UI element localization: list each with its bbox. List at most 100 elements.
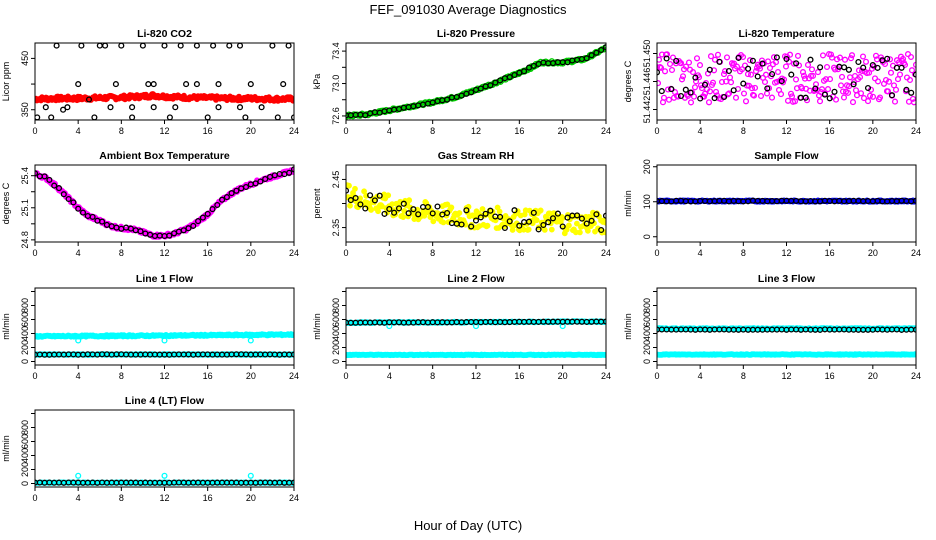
data-point: [46, 176, 53, 183]
data-point: [588, 52, 595, 59]
data-point: [663, 55, 670, 62]
data-point: [657, 80, 662, 87]
data-point: [773, 54, 780, 61]
data-point: [869, 93, 877, 100]
x-tick-label: 0: [32, 371, 37, 381]
data-point: [777, 91, 785, 98]
chart-panel-9: Line 3 Flow ml/min 0 4 8 12 16 20 24 0 20040060080…: [623, 273, 921, 381]
data-point: [716, 58, 723, 65]
data-point: [252, 180, 259, 187]
x-tick-label: 0: [654, 371, 659, 381]
data-point: [42, 104, 49, 111]
data-point: [48, 114, 55, 120]
data-point: [96, 43, 103, 49]
data-point: [826, 76, 834, 83]
data-point: [712, 88, 720, 95]
x-tick-label: 20: [246, 371, 256, 381]
data-point: [821, 91, 828, 98]
data-point: [400, 214, 407, 221]
data-point: [487, 207, 494, 214]
data-point: [236, 43, 244, 49]
data-points: [35, 166, 294, 240]
x-tick-label: 20: [868, 248, 878, 258]
data-point: [280, 81, 287, 88]
y-axis-label: ml/min: [623, 190, 633, 217]
panel-title: Gas Stream RH: [438, 150, 514, 162]
data-point: [779, 79, 787, 86]
y-tick-label: 0: [642, 234, 652, 239]
data-point: [807, 72, 815, 79]
data-points: [346, 44, 606, 120]
data-point: [506, 74, 513, 81]
data-point: [697, 95, 704, 102]
data-point: [204, 114, 211, 120]
x-tick-label: 16: [514, 126, 524, 136]
data-point: [814, 69, 822, 76]
data-point: [444, 96, 451, 103]
data-point: [195, 218, 202, 225]
x-tick-label: 0: [654, 248, 659, 258]
y-axis-label: ml/min: [1, 435, 11, 462]
data-point: [35, 170, 39, 177]
x-tick-label: 0: [654, 126, 659, 136]
data-point: [864, 84, 872, 92]
data-point: [726, 74, 734, 81]
y-tick-label: 800: [642, 298, 652, 313]
x-tick-label: 12: [159, 126, 169, 136]
data-point: [657, 69, 661, 76]
x-tick-label: 4: [76, 371, 81, 381]
data-point: [559, 223, 566, 230]
x-tick-label: 24: [289, 371, 299, 381]
chart-panel-5: Gas Stream RH percent 0 4 8 12 16 20 24 2.35 2.45: [312, 150, 611, 258]
data-point: [891, 98, 899, 105]
data-point: [172, 104, 179, 111]
data-point: [65, 195, 72, 203]
data-point: [456, 210, 463, 216]
data-point: [530, 62, 537, 69]
data-point: [258, 104, 265, 111]
data-point: [838, 73, 846, 80]
data-point: [836, 54, 844, 61]
data-point: [214, 201, 221, 209]
data-point: [215, 81, 222, 88]
y-tick-label: 100: [642, 194, 652, 209]
data-point: [677, 60, 685, 67]
data-point: [223, 194, 230, 201]
data-point: [554, 210, 561, 217]
data-point: [871, 75, 879, 82]
data-point: [347, 202, 353, 209]
x-tick-label: 4: [698, 126, 703, 136]
data-point: [778, 78, 785, 85]
data-point: [852, 87, 860, 94]
x-tick-label: 12: [471, 126, 481, 136]
data-point: [845, 66, 852, 73]
data-point: [901, 61, 909, 68]
y-tick-label: 600: [642, 312, 652, 327]
data-point: [139, 43, 146, 49]
y-tick-label: 51.450: [642, 40, 652, 68]
data-point: [566, 222, 572, 229]
panel-title: Li-820 Temperature: [738, 28, 834, 40]
data-point: [664, 86, 672, 93]
data-point: [574, 212, 581, 219]
data-point: [85, 96, 93, 103]
y-axis-label: ml/min: [312, 313, 322, 340]
data-point: [215, 104, 222, 111]
data-point: [368, 207, 375, 213]
data-point: [730, 87, 737, 94]
x-tick-label: 20: [246, 493, 256, 503]
data-point: [707, 53, 715, 60]
data-point: [723, 54, 731, 61]
data-point: [487, 82, 494, 89]
data-point: [541, 227, 548, 233]
data-point: [410, 206, 417, 213]
data-point: [658, 88, 665, 95]
data-point: [102, 43, 109, 49]
data-point: [782, 63, 790, 70]
data-point: [705, 99, 713, 106]
x-tick-label: 8: [430, 248, 435, 258]
y-tick-label: 600: [20, 312, 30, 327]
x-tick-label: 20: [246, 248, 256, 258]
data-point: [269, 43, 276, 49]
data-point: [687, 99, 695, 106]
